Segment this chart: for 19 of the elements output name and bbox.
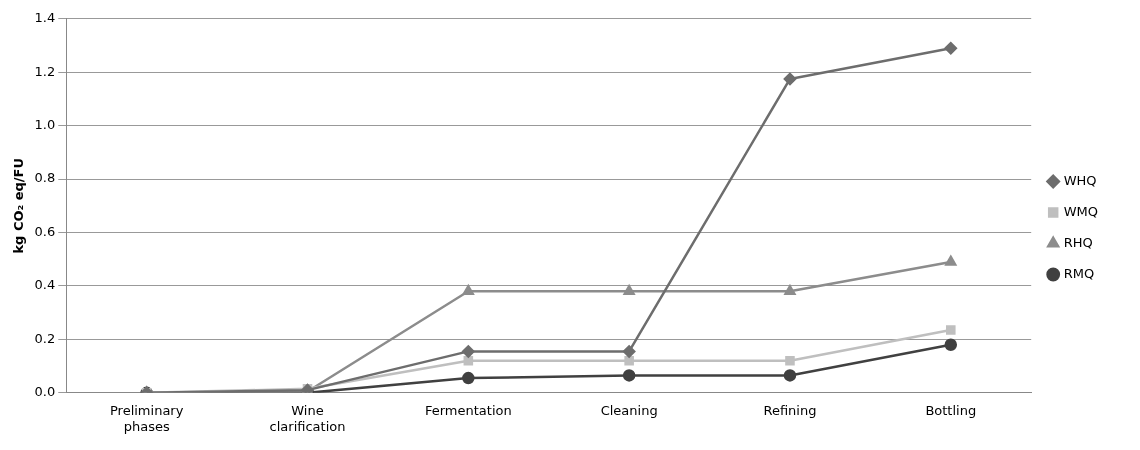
y-tick-label: 0.0 <box>34 384 56 400</box>
x-tick-label: Fermentation <box>424 402 512 418</box>
x-tick-label: Refining <box>763 402 817 418</box>
legend-label: WMQ <box>1063 203 1099 219</box>
y-axis-title: kg CO₂ eq/FU <box>11 158 27 254</box>
x-tick-label: Wine clarification <box>269 402 346 434</box>
legend-label: RMQ <box>1063 265 1095 281</box>
y-tick-label: 1.2 <box>34 63 56 79</box>
legend-label: RHQ <box>1063 234 1093 250</box>
x-tick-label: Preliminary phases <box>109 402 184 434</box>
y-tick-label: 0.8 <box>34 170 56 186</box>
x-tick-label: Cleaning <box>600 402 658 418</box>
y-tick-label: 0.2 <box>34 330 56 346</box>
y-tick-label: 1.4 <box>34 10 56 26</box>
x-tick-label: Bottling <box>925 402 977 418</box>
legend-label: WHQ <box>1063 172 1097 188</box>
y-tick-label: 1.0 <box>34 117 56 133</box>
y-tick-label: 0.6 <box>34 223 56 239</box>
y-tick-label: 0.4 <box>34 277 56 293</box>
